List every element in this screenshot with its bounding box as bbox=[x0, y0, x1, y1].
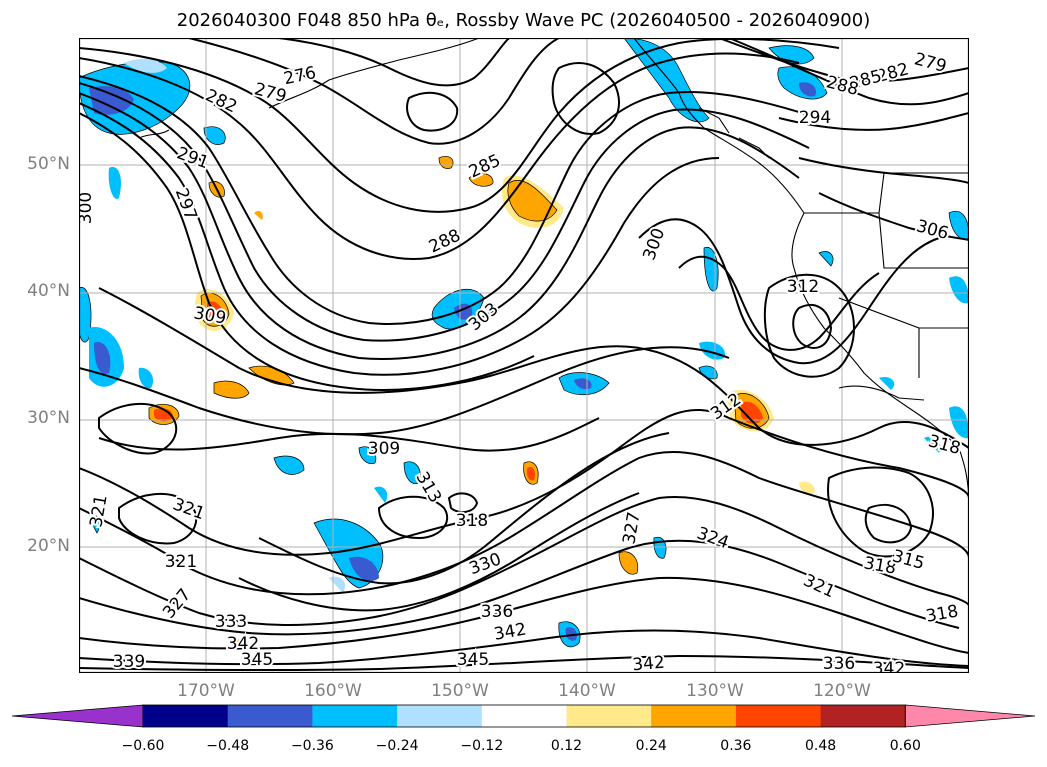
colorbar-segment bbox=[312, 705, 398, 727]
colorbar-tick-label: 0.24 bbox=[635, 738, 667, 754]
colorbar-segment bbox=[143, 705, 229, 727]
lon-label: 130°W bbox=[686, 681, 744, 701]
contour-label: 345 bbox=[241, 650, 273, 670]
colorbar-tick-label: −0.24 bbox=[375, 738, 419, 754]
lon-label: 160°W bbox=[304, 681, 362, 701]
colorbar-segment bbox=[397, 705, 483, 727]
lon-label: 170°W bbox=[177, 681, 235, 701]
contour-label: 318 bbox=[456, 511, 488, 531]
map-title: 2026040300 F048 850 hPa θₑ, Rossby Wave … bbox=[176, 10, 871, 31]
contour-label: 342 bbox=[873, 659, 905, 673]
graticule bbox=[79, 38, 969, 673]
map-plot: 276 279 282 291 297 300 285 288 300 303 … bbox=[79, 38, 969, 673]
colorbar-tick-label: −0.36 bbox=[290, 738, 334, 754]
theta-e-contours bbox=[79, 38, 969, 672]
colorbar-tick-label: −0.12 bbox=[460, 738, 504, 754]
contour-label: 342 bbox=[227, 634, 259, 654]
colorbar-segment bbox=[481, 705, 567, 727]
lon-label: 150°W bbox=[431, 681, 489, 701]
colorbar bbox=[11, 704, 1036, 728]
colorbar-extend-max bbox=[904, 704, 1036, 728]
contour-label: 321 bbox=[165, 552, 197, 572]
colorbar-tick-label: 0.12 bbox=[550, 738, 583, 754]
lon-label: 140°W bbox=[558, 681, 616, 701]
colorbar-tick-label: 0.60 bbox=[889, 738, 921, 754]
contour-label: 342 bbox=[632, 653, 666, 673]
colorbar-tick-label: 0.36 bbox=[720, 738, 752, 754]
colorbar-segment bbox=[735, 705, 822, 727]
lat-label: 30°N bbox=[27, 408, 70, 428]
colorbar-segment bbox=[227, 705, 313, 727]
contour-label: 300 bbox=[79, 192, 96, 224]
contour-label: 336 bbox=[481, 602, 513, 622]
contour-label: 309 bbox=[368, 439, 400, 459]
contour-label: 294 bbox=[799, 108, 831, 128]
contour-label: 339 bbox=[113, 652, 145, 672]
lon-label: 120°W bbox=[813, 681, 871, 701]
colorbar-tick-label: 0.48 bbox=[805, 738, 837, 754]
lat-label: 40°N bbox=[27, 281, 70, 301]
colorbar-segment bbox=[820, 705, 906, 727]
lat-label: 20°N bbox=[27, 536, 70, 556]
contour-label: 345 bbox=[457, 650, 489, 670]
colorbar-tick-label: −0.48 bbox=[206, 738, 250, 754]
contour-label: 333 bbox=[215, 612, 247, 632]
colorbar-segment bbox=[566, 705, 652, 727]
contour-label: 312 bbox=[787, 277, 819, 297]
lat-label: 50°N bbox=[27, 154, 70, 174]
colorbar-extend-min bbox=[11, 704, 144, 728]
contour-label: 336 bbox=[823, 654, 855, 673]
colorbar-segment bbox=[651, 705, 737, 727]
colorbar-tick-label: −0.60 bbox=[121, 738, 165, 754]
